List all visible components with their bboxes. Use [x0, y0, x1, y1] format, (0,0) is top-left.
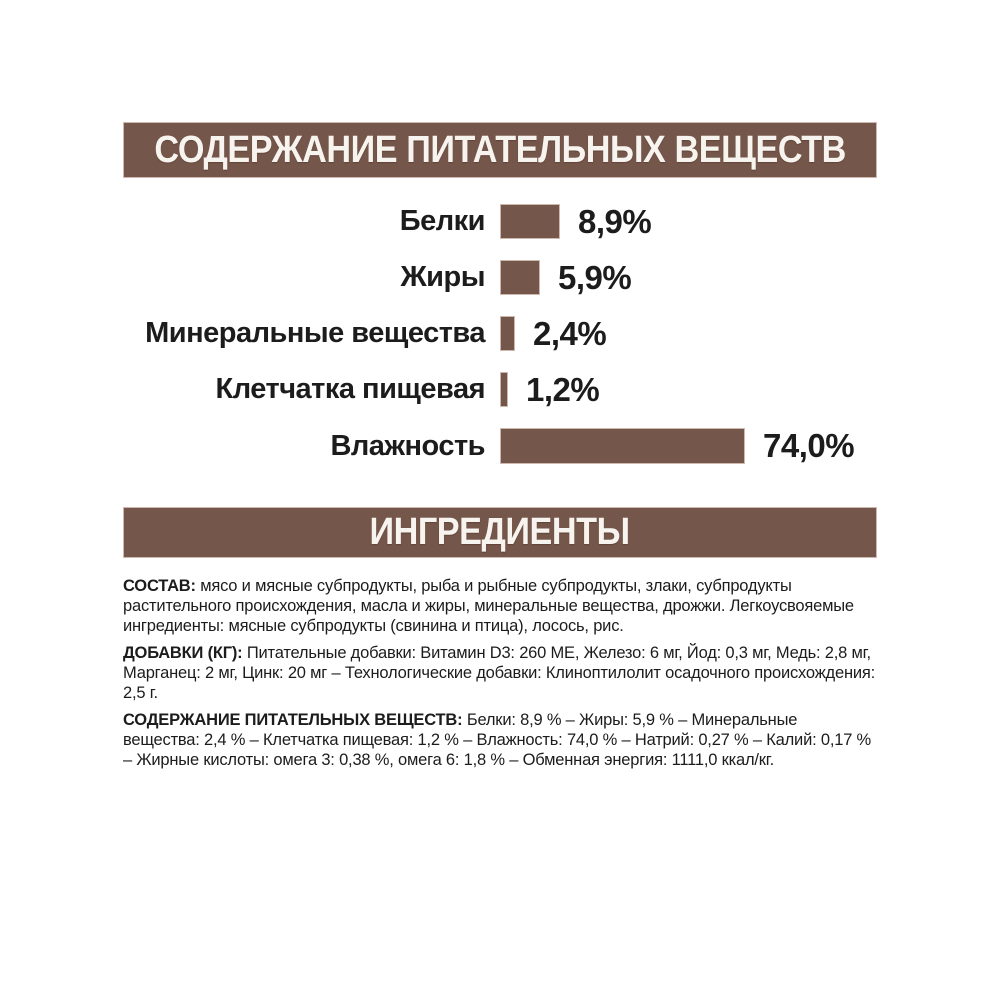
- nutrient-content-text: Белки: 8,9 % – Жиры: 5,9 % – Минеральные…: [123, 711, 872, 769]
- nutrition-header-title: СОДЕРЖАНИЕ ПИТАТЕЛЬНЫХ ВЕЩЕСТВ: [154, 128, 846, 171]
- composition-lead: СОСТАВ:: [123, 577, 196, 595]
- ingredients-section-header: ИНГРЕДИЕНТЫ: [123, 507, 877, 558]
- nutrient-row-fiber: Клетчатка пищевая 1,2%: [123, 370, 877, 408]
- nutrient-row-minerals: Минеральные вещества 2,4%: [123, 314, 877, 352]
- additives-lead: ДОБАВКИ (КГ):: [123, 644, 243, 662]
- label-sheet: СОДЕРЖАНИЕ ПИТАТЕЛЬНЫХ ВЕЩЕСТВ Белки 8,9…: [123, 0, 877, 770]
- nutrient-label: Жиры: [400, 261, 485, 293]
- nutrient-bar: [500, 428, 745, 464]
- ingredients-header-title: ИНГРЕДИЕНТЫ: [369, 511, 631, 553]
- nutrient-value: 2,4%: [533, 314, 607, 352]
- nutrient-value: 74,0%: [763, 427, 855, 464]
- nutrient-bar: [500, 372, 508, 407]
- nutrient-bar: [500, 316, 515, 351]
- nutrient-content-lead: СОДЕРЖАНИЕ ПИТАТЕЛЬНЫХ ВЕЩЕСТВ:: [123, 711, 463, 729]
- nutrient-label: Белки: [399, 205, 486, 237]
- nutrient-bar: [500, 204, 560, 239]
- nutrient-label: Клетчатка пищевая: [215, 373, 486, 405]
- nutrient-value: 8,9%: [578, 202, 652, 240]
- nutrition-section-header: СОДЕРЖАНИЕ ПИТАТЕЛЬНЫХ ВЕЩЕСТВ: [123, 122, 877, 178]
- ingredients-text-block: СОСТАВ: мясо и мясные субпродукты, рыба …: [123, 576, 877, 770]
- composition-text: мясо и мясные субпродукты, рыба и рыбные…: [123, 577, 854, 635]
- additives-paragraph: ДОБАВКИ (КГ): Питательные добавки: Витам…: [123, 643, 877, 703]
- nutrient-value: 5,9%: [558, 258, 632, 296]
- nutrient-row-proteins: Белки 8,9%: [123, 202, 877, 240]
- nutrient-row-moisture: Влажность 74,0%: [123, 427, 877, 464]
- nutrient-bar-chart: Белки 8,9% Жиры 5,9% Минеральные веществ…: [123, 202, 877, 464]
- nutrient-content-paragraph: СОДЕРЖАНИЕ ПИТАТЕЛЬНЫХ ВЕЩЕСТВ: Белки: 8…: [123, 710, 877, 770]
- composition-paragraph: СОСТАВ: мясо и мясные субпродукты, рыба …: [123, 576, 877, 636]
- nutrient-label: Минеральные вещества: [145, 317, 485, 349]
- nutrient-row-fats: Жиры 5,9%: [123, 258, 877, 296]
- nutrient-value: 1,2%: [526, 370, 600, 408]
- additives-text: Питательные добавки: Витамин D3: 260 МЕ,…: [123, 644, 875, 702]
- nutrient-label: Влажность: [330, 429, 485, 462]
- nutrient-bar: [500, 260, 540, 295]
